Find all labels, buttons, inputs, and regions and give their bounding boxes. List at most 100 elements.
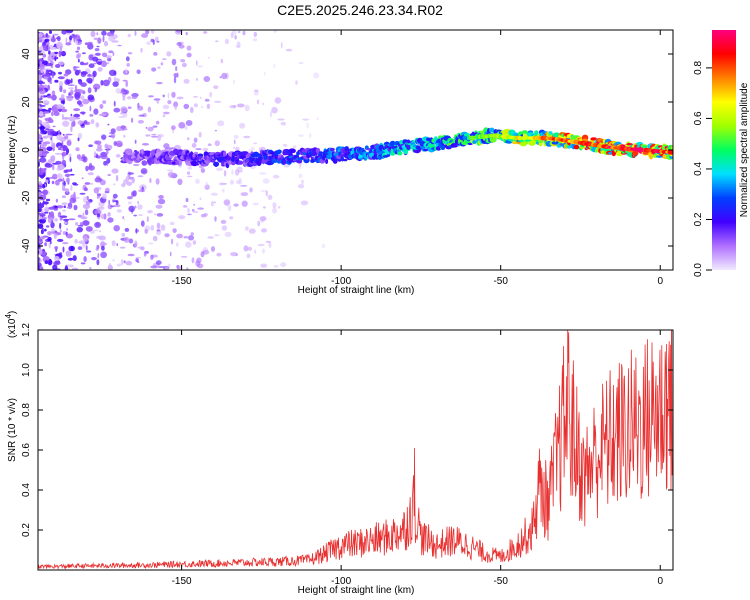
noise-cell <box>69 197 77 204</box>
noise-cell <box>233 139 236 145</box>
noise-cell <box>124 128 128 131</box>
noise-cell <box>137 204 143 210</box>
noise-cell <box>52 164 55 171</box>
noise-cell <box>267 194 273 200</box>
noise-cell <box>85 165 89 172</box>
noise-cell <box>295 80 298 85</box>
noise-cell <box>150 30 155 34</box>
noise-cell <box>42 200 45 205</box>
noise-cell <box>256 99 260 105</box>
noise-cell <box>126 196 133 200</box>
noise-cell <box>101 245 105 251</box>
noise-cell <box>38 198 41 203</box>
noise-cell <box>298 173 303 179</box>
noise-cell <box>146 41 151 45</box>
noise-cell <box>107 204 113 210</box>
noise-cell <box>38 138 44 142</box>
noise-cell <box>164 233 170 238</box>
noise-cell <box>98 230 102 233</box>
noise-cell <box>173 76 177 84</box>
noise-cell <box>162 94 165 98</box>
noise-cell <box>126 63 130 67</box>
noise-cell <box>90 119 95 125</box>
noise-cell <box>45 198 51 202</box>
ridge-cell <box>253 151 260 158</box>
noise-cell <box>302 118 310 121</box>
noise-cell <box>157 134 162 142</box>
noise-cell <box>135 256 142 259</box>
noise-cell <box>75 50 79 53</box>
noise-cell <box>40 229 44 235</box>
noise-cell <box>38 203 45 209</box>
noise-cell <box>176 42 182 46</box>
noise-cell <box>229 179 234 185</box>
noise-cell <box>193 203 196 206</box>
noise-cell <box>254 249 257 254</box>
noise-cell <box>38 161 40 167</box>
noise-cell <box>56 205 64 209</box>
noise-cell <box>68 40 72 43</box>
noise-cell <box>176 265 181 270</box>
noise-cell <box>122 96 126 101</box>
noise-cell <box>182 62 187 68</box>
noise-cell <box>253 142 258 145</box>
noise-cell <box>200 105 204 109</box>
noise-cell <box>40 236 46 240</box>
noise-cell <box>41 122 48 126</box>
noise-cell <box>104 40 108 47</box>
noise-cell <box>187 166 193 170</box>
ridge-core-cell <box>668 149 673 155</box>
noise-cell <box>127 106 132 109</box>
noise-cell <box>272 174 280 179</box>
noise-cell <box>57 76 65 80</box>
noise-cell <box>74 117 81 120</box>
noise-cell <box>83 196 88 203</box>
noise-cell <box>233 134 239 139</box>
noise-cell <box>48 50 51 55</box>
noise-cell <box>43 208 46 211</box>
noise-cell <box>86 250 92 253</box>
noise-cell <box>124 227 130 232</box>
noise-cell <box>141 143 150 146</box>
noise-cell <box>89 114 94 117</box>
noise-cell <box>240 185 248 187</box>
noise-cell <box>38 142 42 145</box>
noise-cell <box>61 159 66 166</box>
noise-cell <box>280 121 286 126</box>
noise-cell <box>54 79 59 83</box>
noise-cell <box>247 246 253 251</box>
noise-cell <box>223 170 227 177</box>
noise-cell <box>150 135 159 138</box>
noise-cell <box>74 69 80 76</box>
noise-cell <box>159 195 163 198</box>
noise-cell <box>102 193 107 200</box>
noise-cell <box>62 218 70 221</box>
noise-cell <box>174 104 177 111</box>
noise-cell <box>141 33 149 38</box>
noise-cell <box>44 162 51 168</box>
noise-cell <box>69 156 72 163</box>
y-tick-label: 40 <box>21 48 32 60</box>
noise-cell <box>198 131 202 138</box>
x-tick-label: -150 <box>172 576 192 587</box>
noise-cell <box>231 169 234 176</box>
noise-cell <box>45 179 49 183</box>
noise-cell <box>54 230 57 234</box>
colorbar-tick-label: 0.2 <box>693 212 704 226</box>
noise-cell <box>96 235 103 240</box>
noise-cell <box>215 40 219 43</box>
noise-cell <box>60 46 62 53</box>
ridge-cell <box>534 130 539 136</box>
noise-cell <box>103 160 108 166</box>
noise-cell <box>92 229 99 232</box>
spectrogram-x-ticks: -150 -100 -50 0 <box>172 30 663 287</box>
noise-cell <box>95 148 103 152</box>
noise-cell <box>92 76 94 82</box>
noise-cell <box>125 68 128 74</box>
noise-cell <box>280 262 287 268</box>
spectrogram-panel: -150 -100 -50 0 -40 -20 0 20 40 Height of strai… <box>7 29 674 296</box>
noise-cell <box>218 182 225 186</box>
noise-cell <box>104 148 111 151</box>
noise-cell <box>229 216 234 220</box>
noise-cell <box>49 30 52 34</box>
